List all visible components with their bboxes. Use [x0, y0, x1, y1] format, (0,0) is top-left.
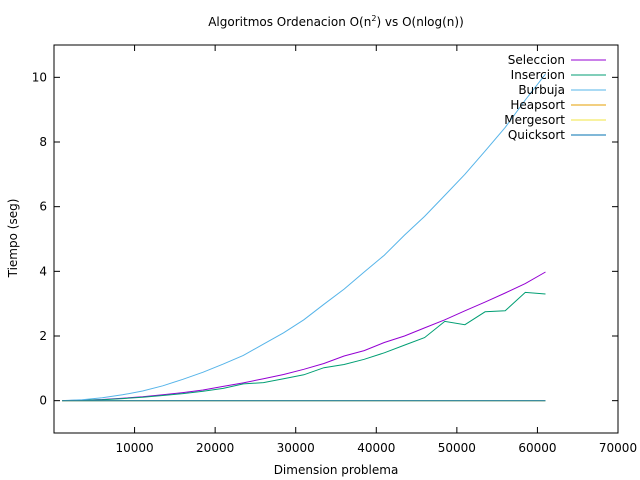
series-line-insercion [62, 291, 546, 402]
x-tick-label: 20000 [196, 441, 234, 455]
plot-area: 10000 20000 30000 40000 50000 60000 70000 0 2 4 6 8… [32, 44, 637, 455]
chart-title-rest: ) vs O(nlog(n)) [376, 15, 463, 29]
chart-title-superscript: 2 [371, 14, 376, 23]
x-tick-label: 40000 [357, 441, 395, 455]
x-tick-label: 10000 [115, 441, 153, 455]
legend-label-heapsort: Heapsort [510, 98, 565, 112]
legend-label-quicksort: Quicksort [508, 128, 565, 142]
series-line-burbuja [62, 73, 546, 402]
x-tick-label: 30000 [277, 441, 315, 455]
y-tick-label: 6 [39, 200, 47, 214]
y-tick-label: 8 [39, 135, 47, 149]
legend-label-mergesort: Mergesort [504, 113, 565, 127]
y-tick-label: 10 [32, 70, 47, 84]
chart-title-main: Algoritmos Ordenacion O(n [208, 15, 371, 29]
legend-label-insercion: Insercion [511, 68, 565, 82]
y-tick-label: 0 [39, 394, 47, 408]
legend-label-seleccion: Seleccion [508, 53, 565, 67]
x-tick-label: 50000 [438, 441, 476, 455]
x-tick-label: 70000 [599, 441, 637, 455]
x-tick-label: 60000 [518, 441, 556, 455]
y-axis-label: Tiempo (seg) [6, 199, 20, 279]
series-line-seleccion [62, 271, 546, 402]
x-axis-label: Dimension problema [274, 463, 399, 477]
y-tick-label: 2 [39, 329, 47, 343]
plot-frame [53, 44, 619, 434]
chart-title: Algoritmos Ordenacion O(n2) vs O(nlog(n)… [208, 14, 464, 29]
y-tick-label: 4 [39, 264, 47, 278]
legend-label-burbuja: Burbuja [518, 83, 565, 97]
